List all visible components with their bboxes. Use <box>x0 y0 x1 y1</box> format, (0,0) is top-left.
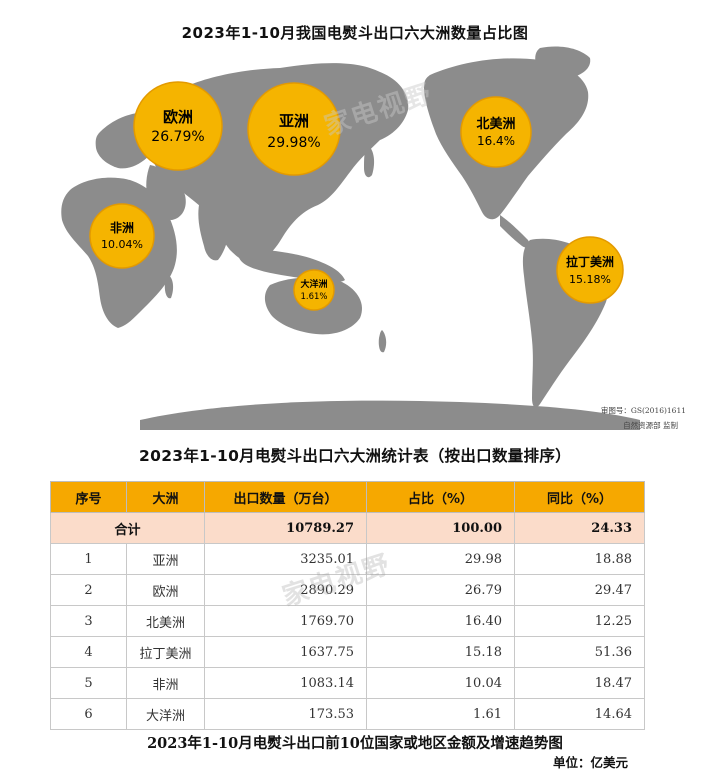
land-central-america <box>500 215 530 248</box>
land-japan <box>364 145 375 178</box>
row-continent: 亚洲 <box>126 543 205 575</box>
row-share: 26.79 <box>366 574 515 606</box>
header-share: 占比（%） <box>366 481 515 513</box>
row-quantity: 173.53 <box>204 698 367 730</box>
bubble-north-america-name: 北美洲 <box>476 116 515 132</box>
table-total-row: 合计 10789.27 100.00 24.33 <box>50 512 645 544</box>
next-chart-title: 2023年1-10月电熨斗出口前10位国家或地区金额及增速趋势图 <box>147 735 563 752</box>
table-row: 5 非洲 1083.14 10.04 18.47 <box>50 667 645 699</box>
row-continent: 欧洲 <box>126 574 205 606</box>
map-title: 2023年1-10月我国电熨斗出口六大洲数量占比图 <box>181 24 529 42</box>
bubble-europe-pct: 26.79% <box>151 129 204 145</box>
bubble-latin-america-name: 拉丁美洲 <box>566 254 614 269</box>
bubble-north-america: 北美洲 16.4% <box>460 96 532 168</box>
row-yoy: 18.88 <box>514 543 645 575</box>
row-quantity: 1637.75 <box>204 636 367 668</box>
bubble-asia-name: 亚洲 <box>279 112 309 130</box>
bubble-asia: 亚洲 29.98% <box>247 82 341 176</box>
row-quantity: 1769.70 <box>204 605 367 637</box>
table-row: 4 拉丁美洲 1637.75 15.18 51.36 <box>50 636 645 668</box>
table-header-row: 序号 大洲 出口数量（万台） 占比（%） 同比（%） <box>50 481 645 513</box>
bubble-africa-pct: 10.04% <box>101 238 143 251</box>
stats-table: 序号 大洲 出口数量（万台） 占比（%） 同比（%） 合计 10789.27 1… <box>50 481 645 730</box>
bubble-africa: 非洲 10.04% <box>89 203 155 269</box>
bubble-asia-pct: 29.98% <box>267 135 320 151</box>
row-yoy: 18.47 <box>514 667 645 699</box>
row-no: 6 <box>50 698 127 730</box>
header-continent: 大洲 <box>126 481 205 513</box>
row-yoy: 29.47 <box>514 574 645 606</box>
next-chart-unit: 单位：亿美元 <box>552 755 628 770</box>
land-madagascar <box>164 275 174 299</box>
bubble-africa-name: 非洲 <box>110 220 134 235</box>
map-review-number: 审图号：GS(2016)1611 <box>600 406 686 415</box>
row-no: 3 <box>50 605 127 637</box>
row-yoy: 12.25 <box>514 605 645 637</box>
table-row: 6 大洋洲 173.53 1.61 14.64 <box>50 698 645 730</box>
row-continent: 非洲 <box>126 667 205 699</box>
bubble-north-america-pct: 16.4% <box>477 134 515 148</box>
row-share: 16.40 <box>366 605 515 637</box>
bubble-oceania-pct: 1.61% <box>300 292 327 302</box>
row-no: 5 <box>50 667 127 699</box>
bubble-oceania-name: 大洋洲 <box>300 278 327 290</box>
header-quantity: 出口数量（万台） <box>204 481 367 513</box>
land-greenland <box>535 46 591 78</box>
row-yoy: 51.36 <box>514 636 645 668</box>
row-continent: 北美洲 <box>126 605 205 637</box>
land-antarctica <box>140 400 640 430</box>
bubble-europe: 欧洲 26.79% <box>133 81 223 171</box>
bubble-latin-america-pct: 15.18% <box>569 273 611 286</box>
row-share: 29.98 <box>366 543 515 575</box>
row-yoy: 14.64 <box>514 698 645 730</box>
total-yoy: 24.33 <box>514 512 645 544</box>
map-credit: 自然资源部 监制 <box>623 421 678 430</box>
bubble-oceania: 大洋洲 1.61% <box>293 269 335 311</box>
row-share: 1.61 <box>366 698 515 730</box>
header-no: 序号 <box>50 481 127 513</box>
row-no: 2 <box>50 574 127 606</box>
table-row: 3 北美洲 1769.70 16.40 12.25 <box>50 605 645 637</box>
row-no: 1 <box>50 543 127 575</box>
bubble-europe-name: 欧洲 <box>163 108 193 126</box>
total-quantity: 10789.27 <box>204 512 367 544</box>
share-bubbles: 欧洲 26.79% 亚洲 29.98% 北美洲 16.4% 非洲 10.04% … <box>89 81 624 311</box>
world-map: 欧洲 26.79% 亚洲 29.98% 北美洲 16.4% 非洲 10.04% … <box>61 46 640 430</box>
land-india <box>198 200 229 261</box>
row-share: 10.04 <box>366 667 515 699</box>
row-no: 4 <box>50 636 127 668</box>
row-continent: 大洋洲 <box>126 698 205 730</box>
row-continent: 拉丁美洲 <box>126 636 205 668</box>
bubble-latin-america: 拉丁美洲 15.18% <box>556 236 624 304</box>
total-share: 100.00 <box>366 512 515 544</box>
land-new-zealand <box>378 330 387 353</box>
table-title: 2023年1-10月电熨斗出口六大洲统计表（按出口数量排序） <box>139 447 571 465</box>
row-share: 15.18 <box>366 636 515 668</box>
total-label: 合计 <box>50 512 205 544</box>
row-quantity: 1083.14 <box>204 667 367 699</box>
header-yoy: 同比（%） <box>514 481 645 513</box>
